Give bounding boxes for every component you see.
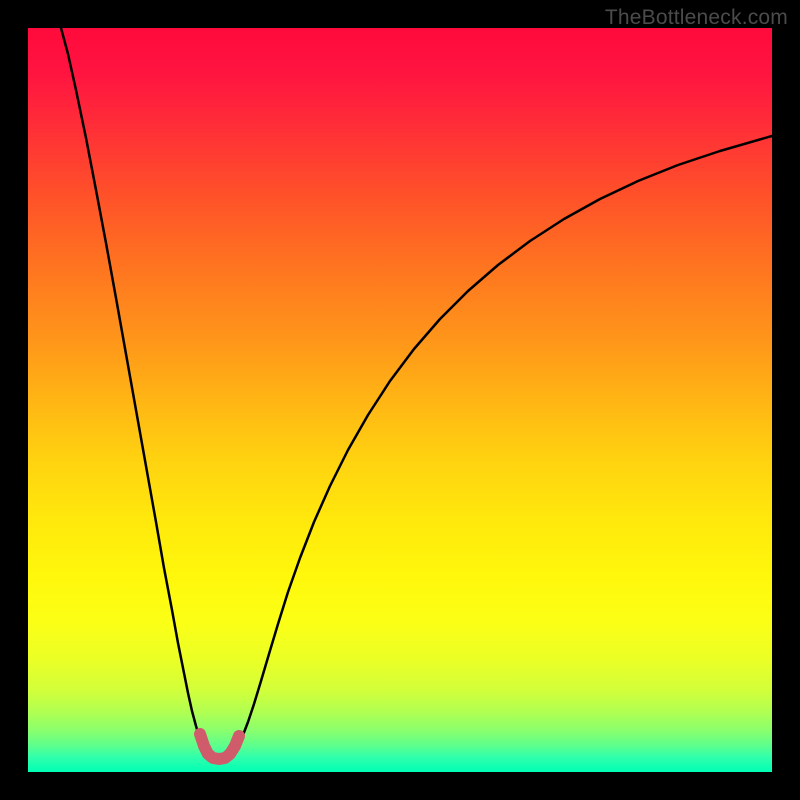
bottleneck-curve <box>28 28 772 772</box>
chart-frame: TheBottleneck.com <box>0 0 800 800</box>
plot-area <box>28 28 772 772</box>
watermark-label: TheBottleneck.com <box>605 0 800 30</box>
